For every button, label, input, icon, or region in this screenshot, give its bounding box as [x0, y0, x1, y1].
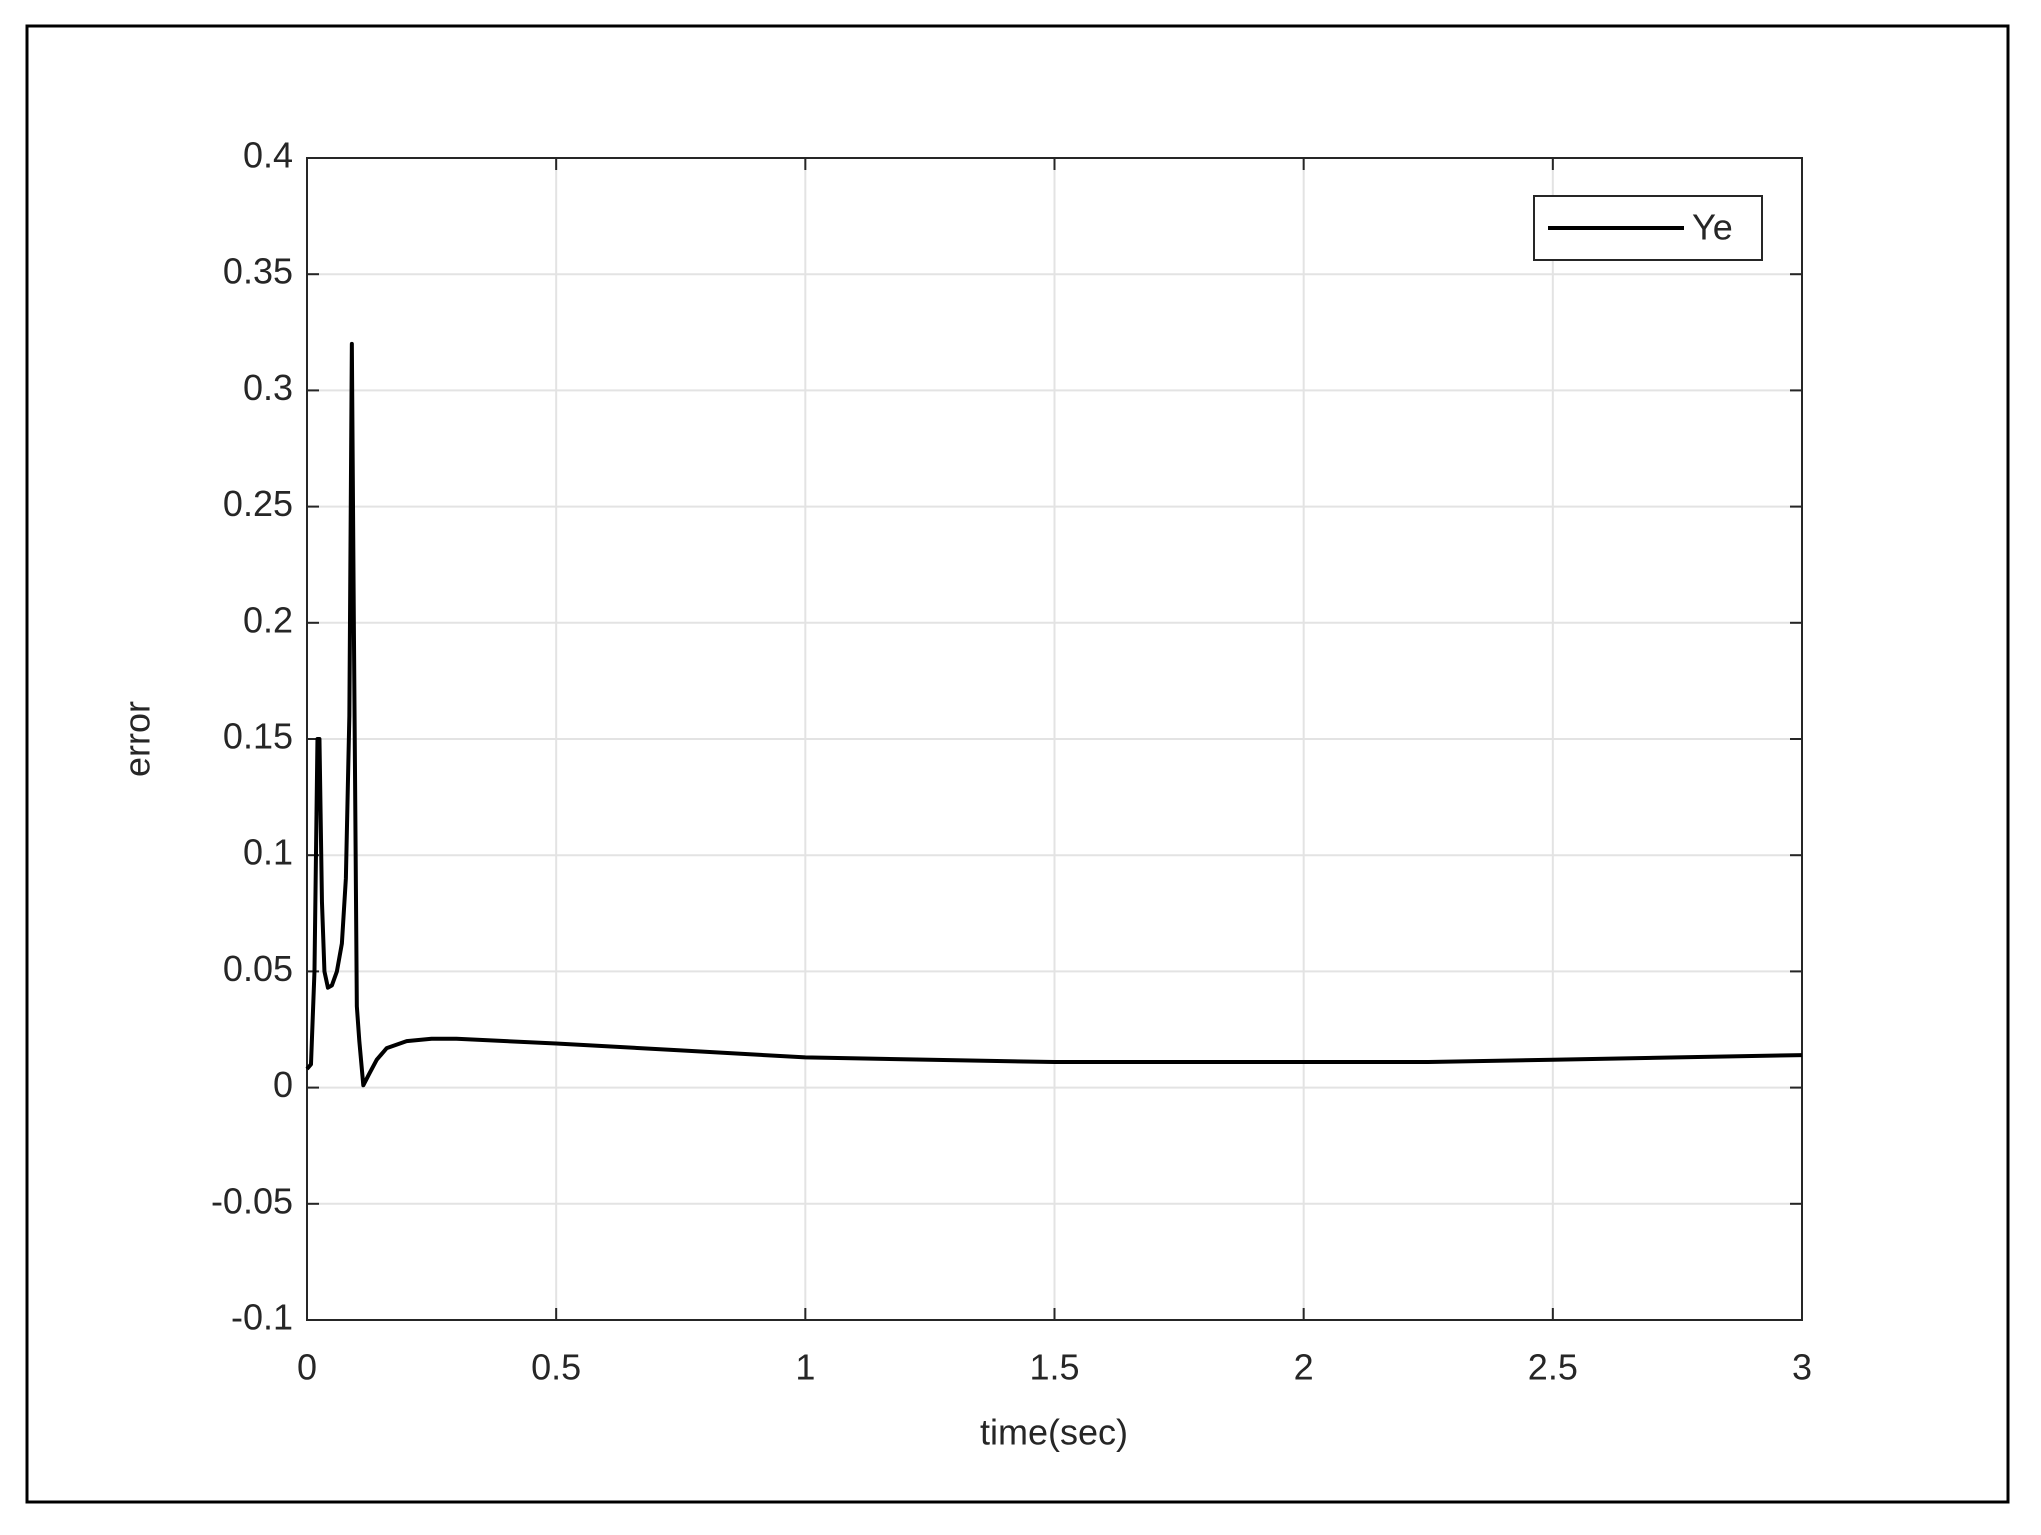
y-tick-label: 0.05 — [223, 948, 293, 989]
x-tick-label: 0.5 — [531, 1347, 581, 1388]
y-tick-label: -0.05 — [211, 1180, 293, 1221]
line-series — [305, 341, 1803, 1088]
x-tick-label: 2 — [1294, 1347, 1314, 1388]
x-tick-label: 1.5 — [1029, 1347, 1079, 1388]
axes-box — [306, 157, 1803, 1321]
y-tick-label: -0.1 — [231, 1297, 293, 1338]
y-tick-label: 0 — [273, 1064, 293, 1105]
y-tick-label: 0.35 — [223, 251, 293, 292]
x-tick-label: 2.5 — [1528, 1347, 1578, 1388]
x-axis-label: time(sec) — [980, 1412, 1128, 1453]
y-tick-label: 0.15 — [223, 716, 293, 757]
x-tick-label: 3 — [1792, 1347, 1812, 1388]
y-tick-label: 0.4 — [243, 135, 293, 176]
y-axis-label: error — [117, 701, 158, 777]
legend-label: Ye — [1692, 207, 1733, 248]
x-tick-label: 0 — [297, 1347, 317, 1388]
y-tick-label: 0.3 — [243, 367, 293, 408]
y-tick-label: 0.2 — [243, 599, 293, 640]
y-tick-label: 0.1 — [243, 832, 293, 873]
y-tick-label: 0.25 — [223, 483, 293, 524]
x-tick-label: 1 — [795, 1347, 815, 1388]
